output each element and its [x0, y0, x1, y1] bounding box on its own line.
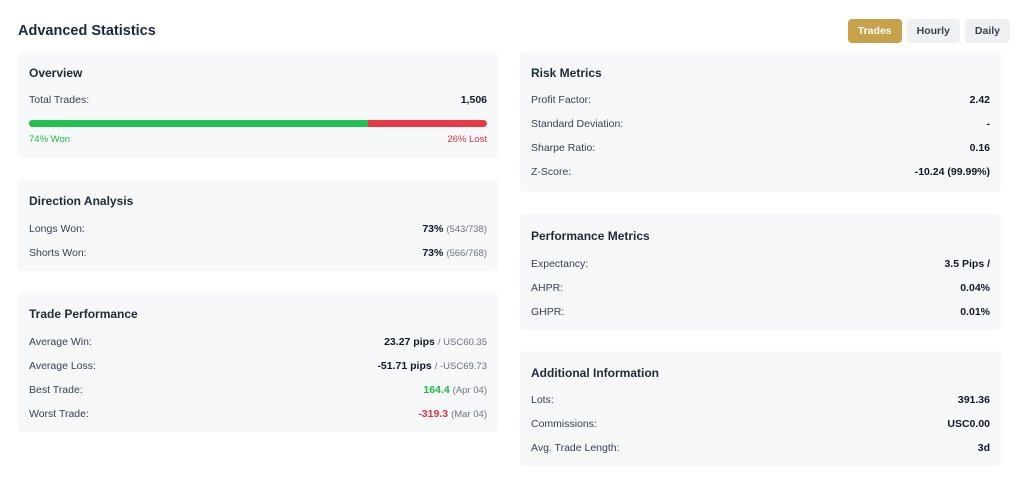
longs-won-label: Longs Won: — [29, 223, 85, 235]
sharpe-ratio-row: Sharpe Ratio: 0.16 — [531, 140, 990, 156]
additional-information-title: Additional Information — [531, 366, 659, 380]
total-trades-value: 1,506 — [460, 94, 487, 106]
average-win-label: Average Win: — [29, 336, 92, 348]
risk-metrics-card: Risk Metrics Profit Factor: 2.42 Standar… — [520, 52, 1001, 192]
ahpr-label: AHPR: — [531, 282, 564, 294]
worst-trade-label: Worst Trade: — [29, 408, 89, 420]
avg-trade-length-value: 3d — [977, 442, 990, 454]
standard-deviation-value: - — [986, 118, 991, 130]
best-trade-label: Best Trade: — [29, 384, 83, 396]
worst-trade-row: Worst Trade: -319.3 (Mar 04) — [29, 406, 487, 422]
profit-factor-label: Profit Factor: — [531, 94, 592, 106]
avg-trade-length-row: Avg. Trade Length: 3d — [531, 440, 990, 456]
worst-trade-date: (Mar 04) — [451, 409, 487, 420]
overview-title: Overview — [29, 66, 83, 80]
lots-row: Lots: 391.36 — [531, 392, 990, 408]
ahpr-row: AHPR: 0.04% — [531, 280, 990, 296]
trade-performance-card: Trade Performance Average Win: 23.27 pip… — [18, 292, 498, 432]
shorts-won-label: Shorts Won: — [29, 247, 87, 259]
shorts-won-value: 73% — [422, 247, 444, 259]
expectancy-row: Expectancy: 3.5 Pips / — [531, 256, 990, 272]
longs-won-row: Longs Won: 73% (543/738) — [29, 221, 487, 237]
profit-factor-row: Profit Factor: 2.42 — [531, 92, 990, 108]
page-title: Advanced Statistics — [18, 23, 156, 39]
sharpe-ratio-label: Sharpe Ratio: — [531, 142, 596, 154]
longs-won-value: 73% — [422, 223, 444, 235]
win-loss-labels: 74% Won 26% Lost — [29, 134, 487, 146]
lots-value: 391.36 — [957, 394, 990, 406]
profit-factor-value: 2.42 — [969, 94, 990, 106]
expectancy-value: 3.5 Pips / — [944, 258, 990, 270]
ahpr-value: 0.04% — [960, 282, 990, 294]
ghpr-value: 0.01% — [960, 306, 990, 318]
tab-hourly[interactable]: Hourly — [906, 19, 960, 43]
shorts-won-detail: (566/768) — [446, 248, 487, 259]
average-loss-money: / -USC69.73 — [434, 361, 487, 372]
average-loss-label: Average Loss: — [29, 360, 96, 372]
avg-trade-length-label: Avg. Trade Length: — [531, 442, 620, 454]
ghpr-row: GHPR: 0.01% — [531, 304, 990, 320]
panel-header: Advanced Statistics Trades Hourly Daily — [18, 16, 1010, 46]
standard-deviation-label: Standard Deviation: — [531, 118, 624, 130]
best-trade-row: Best Trade: 164.4 (Apr 04) — [29, 382, 487, 398]
overview-card: Overview Total Trades: 1,506 74% Won 26%… — [18, 52, 498, 158]
trade-performance-title: Trade Performance — [29, 307, 138, 321]
additional-information-card: Additional Information Lots: 391.36 Comm… — [520, 351, 1001, 466]
commissions-value: USC0.00 — [947, 418, 990, 430]
z-score-value: -10.24 (99.99%) — [914, 166, 990, 178]
sharpe-ratio-value: 0.16 — [969, 142, 990, 154]
commissions-label: Commissions: — [531, 418, 597, 430]
direction-analysis-card: Direction Analysis Longs Won: 73% (543/73… — [18, 179, 498, 271]
lost-label: 26% Lost — [447, 134, 487, 145]
total-trades-row: Total Trades: 1,506 — [29, 92, 487, 108]
win-bar-fill — [29, 120, 368, 127]
direction-analysis-title: Direction Analysis — [29, 194, 134, 208]
won-label: 74% Won — [29, 134, 71, 145]
ghpr-label: GHPR: — [531, 306, 565, 318]
average-win-value: 23.27 pips — [384, 336, 435, 348]
win-loss-bar — [29, 120, 487, 127]
standard-deviation-row: Standard Deviation: - — [531, 116, 990, 132]
longs-won-detail: (543/738) — [446, 224, 487, 235]
advanced-statistics-panel: Advanced Statistics Trades Hourly Daily … — [10, 2, 1014, 472]
tab-trades[interactable]: Trades — [847, 19, 902, 43]
best-trade-date: (Apr 04) — [452, 385, 487, 396]
shorts-won-row: Shorts Won: 73% (566/768) — [29, 245, 487, 261]
risk-metrics-title: Risk Metrics — [531, 66, 602, 80]
z-score-label: Z-Score: — [531, 166, 572, 178]
z-score-row: Z-Score: -10.24 (99.99%) — [531, 164, 990, 180]
lots-label: Lots: — [531, 394, 554, 406]
average-win-row: Average Win: 23.27 pips / USC60.35 — [29, 334, 487, 350]
performance-metrics-title: Performance Metrics — [531, 229, 650, 243]
average-loss-value: -51.71 pips — [377, 360, 432, 372]
average-win-money: / USC60.35 — [437, 337, 487, 348]
expectancy-label: Expectancy: — [531, 258, 589, 270]
worst-trade-value: -319.3 — [418, 408, 449, 420]
tab-daily[interactable]: Daily — [964, 19, 1010, 43]
performance-metrics-card: Performance Metrics Expectancy: 3.5 Pips… — [520, 214, 1001, 330]
average-loss-row: Average Loss: -51.71 pips / -USC69.73 — [29, 358, 487, 374]
commissions-row: Commissions: USC0.00 — [531, 416, 990, 432]
best-trade-value: 164.4 — [423, 384, 450, 396]
view-tabs: Trades Hourly Daily — [847, 19, 1010, 43]
total-trades-label: Total Trades: — [29, 94, 90, 106]
